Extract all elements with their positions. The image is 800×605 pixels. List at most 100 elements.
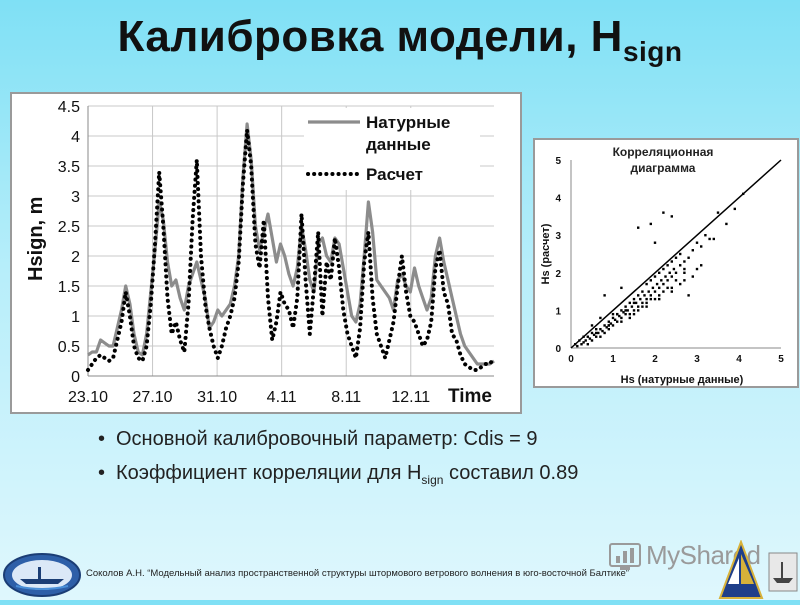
scatter-point [662, 267, 665, 271]
scatter-y-tick-label: 3 [555, 231, 561, 242]
scatter-point [632, 297, 636, 301]
scatter-point [609, 322, 613, 325]
scatter-point [618, 314, 621, 318]
scatter-point [586, 335, 589, 338]
scatter-point [662, 282, 665, 286]
scatter-point [637, 294, 640, 297]
scatter-point [670, 286, 673, 290]
scatter-point [590, 324, 594, 327]
scatter-point [613, 318, 617, 321]
scatter-point [607, 328, 610, 331]
scatter-point [683, 271, 686, 274]
scatter-point [679, 252, 682, 256]
correlation-chart: 0 1 2 3 4 5 0 1 2 3 4 5 Hs (натурные данные) Hs (расч… [533, 138, 799, 388]
y-tick-label: 3 [71, 189, 80, 206]
myshared-logo-icon [608, 538, 644, 579]
scatter-x-tick-label: 5 [778, 354, 784, 365]
scatter-y-tick-label: 4 [555, 194, 561, 205]
scatter-x-tick-label: 1 [610, 354, 616, 365]
scatter-point [599, 316, 602, 320]
scatter-point [605, 326, 608, 329]
scatter-point [578, 339, 581, 342]
scatter-point [672, 267, 676, 271]
scatter-point [628, 316, 631, 320]
scatter-point [660, 279, 663, 282]
x-tick-label: 27.10 [133, 389, 173, 406]
scatter-point [670, 260, 673, 263]
series-observed-line [87, 122, 495, 366]
scatter-point [611, 316, 615, 320]
scatter-point [691, 249, 694, 252]
scatter-point [584, 339, 587, 342]
scatter-point [611, 312, 615, 316]
scatter-point [695, 241, 699, 244]
scatter-point [601, 329, 604, 333]
scatter-point [582, 341, 585, 344]
ship-emblem-icon [768, 552, 798, 597]
scatter-point [622, 311, 625, 314]
scatter-point [658, 286, 661, 290]
footer-citation: Соколов А.Н. “Модельный анализ пространс… [86, 568, 629, 579]
scatter-point [725, 222, 728, 226]
scatter-point [611, 324, 615, 327]
scatter-point [708, 237, 711, 241]
bullet-2-post: составил 0.89 [443, 462, 579, 484]
bullet-2-sub: sign [421, 473, 444, 487]
scatter-point [574, 343, 577, 346]
series-model-line [86, 129, 496, 372]
institute-emblem-icon [2, 552, 82, 603]
scatter-point [653, 241, 657, 244]
y-tick-label: 3.5 [58, 159, 80, 176]
scatter-point [674, 279, 678, 282]
scatter-point [658, 294, 661, 297]
scatter-x-axis-label: Hs (натурные данные) [621, 374, 744, 386]
scatter-point [639, 297, 642, 301]
scatter-point [700, 264, 703, 267]
scatter-point [599, 335, 602, 338]
sail-emblem-icon [718, 539, 764, 605]
scatter-point [603, 324, 606, 327]
y-tick-label: 4.5 [58, 99, 80, 116]
scatter-point [582, 335, 585, 338]
bullet-1-text: Основной калибровочный параметр: Cdis = … [116, 428, 538, 450]
scatter-point [655, 282, 659, 286]
time-series-svg: 0 0.5 1 1.5 2 2.5 3 3.5 4 4.5 23.10 27.10 31.10 4.11 8… [25, 99, 496, 407]
title-subscript: sign [622, 36, 683, 67]
scatter-y-tick-label: 1 [555, 306, 561, 317]
legend-observed-label-1: Натурные [366, 113, 450, 132]
scatter-point [645, 305, 648, 308]
scatter-point [620, 286, 623, 290]
scatter-point [643, 294, 646, 297]
scatter-point [586, 343, 589, 346]
scatter-y-tick-label: 5 [555, 156, 561, 167]
bullet-list: Основной калибровочный параметр: Cdis = … [98, 422, 788, 490]
scatter-point [645, 301, 648, 305]
scatter-point [632, 301, 636, 305]
scatter-point [628, 301, 631, 305]
scatter-point [634, 301, 638, 305]
scatter-point [637, 309, 640, 312]
scatter-point [664, 275, 667, 278]
correlation-svg: 0 1 2 3 4 5 0 1 2 3 4 5 Hs (натурные данные) Hs (расч… [540, 145, 784, 386]
time-series-chart: 0 0.5 1 1.5 2 2.5 3 3.5 4 4.5 23.10 27.10 31.10 4.11 8… [10, 92, 522, 414]
scatter-point [649, 297, 652, 301]
bullet-calibration-parameter: Основной калибровочный параметр: Cdis = … [98, 422, 788, 456]
scatter-point [683, 267, 686, 271]
scatter-y-tick-label: 0 [555, 344, 561, 355]
scatter-point [674, 256, 678, 259]
scatter-point [662, 211, 665, 214]
scatter-point [603, 331, 606, 335]
scatter-point [666, 279, 669, 282]
scatter-point [704, 234, 707, 237]
scatter-point [679, 264, 682, 267]
scatter-point [687, 256, 690, 259]
scatter-point [641, 305, 644, 308]
y-tick-label: 1 [71, 309, 80, 326]
scatter-point [647, 290, 650, 293]
y-tick-label: 0.5 [58, 339, 80, 356]
scatter-title-line1: Корреляционная [613, 145, 714, 159]
scatter-point [733, 207, 736, 211]
scatter-point [700, 245, 703, 248]
x-tick-label: 23.10 [68, 389, 108, 406]
scatter-point [649, 294, 652, 297]
